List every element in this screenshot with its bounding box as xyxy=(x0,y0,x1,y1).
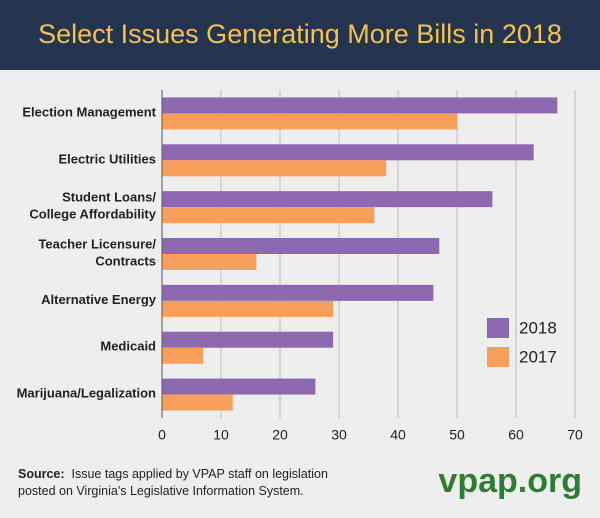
bar xyxy=(162,254,257,270)
source-text: Issue tags applied by VPAP staff on legi… xyxy=(18,467,328,498)
title-banner xyxy=(0,0,600,70)
bar xyxy=(162,394,233,411)
y-tick-label: Student Loans/College Affordability xyxy=(29,190,156,222)
legend-label: 2017 xyxy=(519,347,557,366)
source-label: Source: xyxy=(18,467,65,481)
x-tick-label: 60 xyxy=(508,427,524,443)
bar xyxy=(162,238,440,254)
x-tick-label: 70 xyxy=(567,427,583,443)
legend-label: 2018 xyxy=(519,318,557,337)
bar xyxy=(162,207,375,224)
bar xyxy=(162,331,334,348)
x-tick-label: 50 xyxy=(449,427,465,443)
bar xyxy=(162,191,493,208)
bar xyxy=(162,97,558,114)
bar xyxy=(162,300,334,317)
bar xyxy=(162,160,387,177)
y-tick-label: Medicaid xyxy=(100,339,156,354)
legend-swatch xyxy=(487,318,509,338)
bar xyxy=(162,347,204,364)
bar xyxy=(162,144,534,161)
brand: vpap.org xyxy=(438,462,582,500)
x-tick-label: 30 xyxy=(331,427,347,443)
bar xyxy=(162,284,434,301)
x-tick-label: 20 xyxy=(272,427,288,443)
source-note: Source: Issue tags applied by VPAP staff… xyxy=(18,466,328,500)
y-tick-label: Electric Utilities xyxy=(58,152,156,167)
x-tick-label: 40 xyxy=(390,427,406,443)
legend-swatch xyxy=(487,347,509,367)
bar xyxy=(162,113,457,130)
y-tick-label: Teacher Licensure/Contracts xyxy=(38,237,156,269)
chart: Select Issues Generating More Bills in 2… xyxy=(0,0,600,443)
chart-title: Select Issues Generating More Bills in 2… xyxy=(38,19,562,49)
y-tick-label: Marijuana/Legalization xyxy=(17,386,156,401)
y-tick-label: Election Management xyxy=(22,105,156,120)
bar xyxy=(162,378,316,395)
y-tick-label: Alternative Energy xyxy=(41,292,157,307)
x-tick-label: 0 xyxy=(158,427,166,443)
x-tick-label: 10 xyxy=(213,427,229,443)
